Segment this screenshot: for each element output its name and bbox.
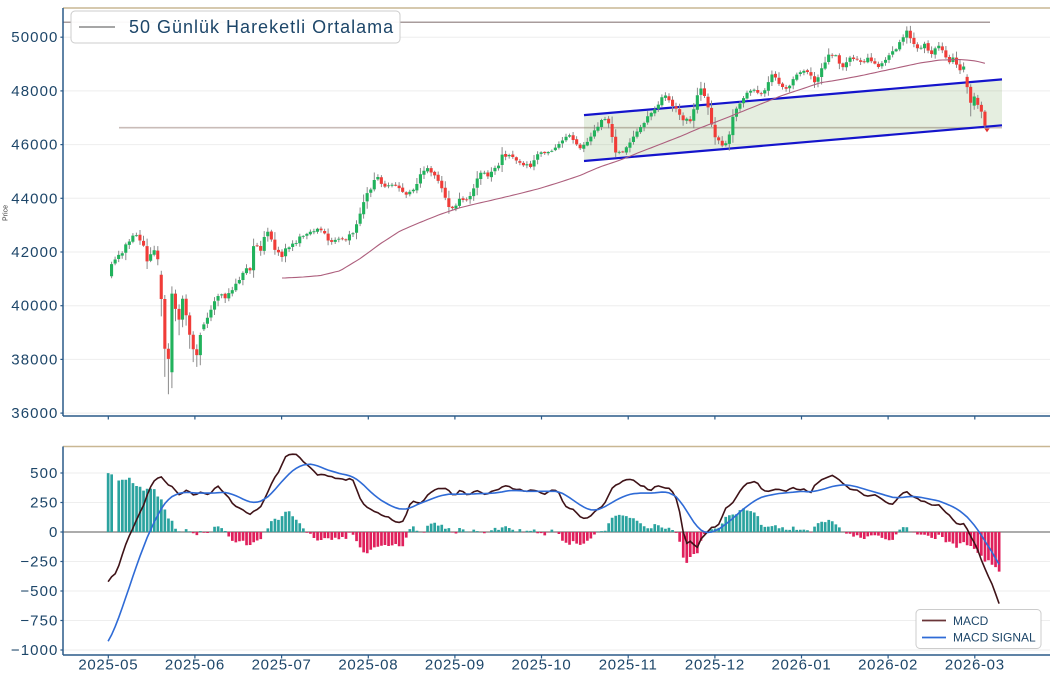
svg-text:250: 250 bbox=[30, 495, 58, 512]
svg-text:2025-09: 2025-09 bbox=[425, 657, 485, 674]
svg-text:2025-10: 2025-10 bbox=[512, 657, 572, 674]
svg-text:−250: −250 bbox=[20, 554, 58, 571]
svg-text:0: 0 bbox=[49, 524, 58, 541]
svg-text:Price: Price bbox=[3, 205, 10, 221]
svg-text:2025-07: 2025-07 bbox=[252, 657, 312, 674]
svg-text:50000: 50000 bbox=[11, 29, 58, 46]
svg-text:2025-08: 2025-08 bbox=[338, 657, 398, 674]
svg-text:48000: 48000 bbox=[11, 83, 58, 100]
svg-text:−750: −750 bbox=[20, 613, 58, 630]
svg-text:2025-05: 2025-05 bbox=[78, 657, 138, 674]
svg-text:−1000: −1000 bbox=[11, 642, 59, 659]
svg-text:46000: 46000 bbox=[11, 137, 58, 154]
svg-text:38000: 38000 bbox=[11, 351, 58, 368]
svg-text:2026-03: 2026-03 bbox=[945, 657, 1005, 674]
svg-text:44000: 44000 bbox=[11, 190, 58, 207]
svg-text:MACD SIGNAL: MACD SIGNAL bbox=[953, 631, 1036, 645]
svg-text:2026-02: 2026-02 bbox=[858, 657, 918, 674]
svg-text:2025-06: 2025-06 bbox=[165, 657, 225, 674]
svg-text:42000: 42000 bbox=[11, 244, 58, 261]
svg-text:500: 500 bbox=[30, 465, 58, 482]
svg-text:−500: −500 bbox=[20, 583, 58, 600]
svg-text:2026-01: 2026-01 bbox=[772, 657, 832, 674]
svg-text:MACD: MACD bbox=[953, 614, 989, 628]
svg-text:36000: 36000 bbox=[11, 405, 58, 422]
svg-text:2025-11: 2025-11 bbox=[599, 657, 658, 674]
svg-text:2025-12: 2025-12 bbox=[685, 657, 745, 674]
svg-text:40000: 40000 bbox=[11, 298, 58, 315]
svg-text:50 Günlük Hareketli Ortalama: 50 Günlük Hareketli Ortalama bbox=[129, 17, 394, 37]
